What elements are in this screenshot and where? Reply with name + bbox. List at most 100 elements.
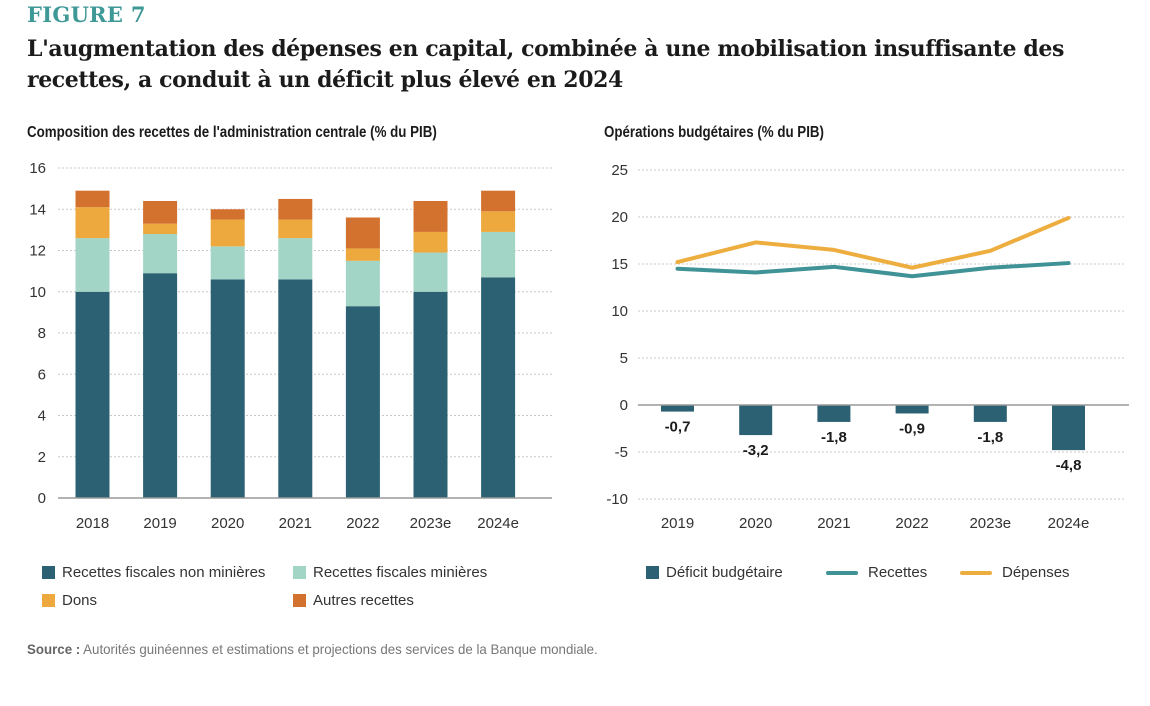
y-tick-label: 4 xyxy=(38,408,46,425)
x-tick-label: 2021 xyxy=(279,515,312,532)
bar-segment-non-mining xyxy=(413,291,448,498)
bar-segment-grants xyxy=(481,211,516,232)
legend-item-grants: Dons xyxy=(42,592,97,609)
left-chart-title: Composition des recettes de l'administra… xyxy=(27,124,437,141)
bar-segment-other xyxy=(143,201,178,224)
x-tick-label: 2018 xyxy=(76,515,109,532)
y-tick-label: 6 xyxy=(38,366,46,383)
x-tick-label: 2020 xyxy=(211,515,244,532)
figure-label: FIGURE 7 xyxy=(27,2,146,27)
bar-segment-non-mining xyxy=(345,306,380,498)
legend-label: Dons xyxy=(62,592,98,609)
bar-segment-other xyxy=(75,190,110,208)
deficit-bar xyxy=(973,405,1007,422)
bar-segment-grants xyxy=(210,219,245,247)
bar-segment-non-mining xyxy=(278,279,313,498)
y-tick-label: 16 xyxy=(29,160,46,177)
bar-segment-grants xyxy=(345,248,380,261)
y-tick-label: 10 xyxy=(29,284,46,301)
legend-swatch-deficit xyxy=(646,566,659,579)
y-tick-label: 12 xyxy=(29,243,46,260)
x-tick-label: 2023e xyxy=(410,515,452,532)
legend-label: Déficit budgétaire xyxy=(666,564,783,581)
deficit-bar xyxy=(739,405,773,436)
deficit-data-label: -0,9 xyxy=(899,420,925,437)
legend-item-other: Autres recettes xyxy=(293,592,414,609)
bar-segment-other xyxy=(210,209,245,220)
expenditure-line xyxy=(675,215,1071,270)
y-tick-label: -10 xyxy=(606,491,628,508)
y-tick-label: 0 xyxy=(38,490,46,507)
legend-item-mining: Recettes fiscales minières xyxy=(293,564,487,581)
x-tick-label: 2024e xyxy=(477,515,519,532)
bar-segment-grants xyxy=(278,219,313,239)
y-tick-label: 15 xyxy=(611,256,628,273)
x-tick-label: 2022 xyxy=(895,515,928,532)
legend-label: Dépenses xyxy=(1002,564,1070,581)
source-label: Source : xyxy=(27,641,81,657)
legend-line-expenditure xyxy=(960,570,992,575)
legend-item-non-mining: Recettes fiscales non minières xyxy=(42,564,265,581)
y-tick-label: 0 xyxy=(620,397,628,414)
figure-title: L'augmentation des dépenses en capital, … xyxy=(27,36,1064,93)
y-tick-label: 25 xyxy=(611,162,628,179)
deficit-data-label: -1,8 xyxy=(821,429,847,446)
deficit-data-label: -4,8 xyxy=(1056,457,1082,474)
legend-label: Recettes fiscales non minières xyxy=(62,564,266,581)
y-tick-label: -5 xyxy=(615,444,628,461)
deficit-bar xyxy=(1052,405,1085,451)
revenue-line xyxy=(675,261,1071,279)
y-tick-label: 5 xyxy=(620,350,628,367)
x-tick-label: 2020 xyxy=(739,515,772,532)
bar-segment-mining xyxy=(143,234,178,274)
legend-swatch-non-mining xyxy=(42,566,55,579)
x-tick-label: 2019 xyxy=(143,515,176,532)
source-note: Source : Autorités guinéennes et estimat… xyxy=(27,641,598,657)
y-tick-label: 2 xyxy=(38,449,46,466)
bar-segment-non-mining xyxy=(210,279,245,498)
deficit-data-label: -3,2 xyxy=(743,442,769,459)
bar-segment-mining xyxy=(481,231,516,278)
bar-segment-mining xyxy=(278,238,313,280)
deficit-data-label: -1,8 xyxy=(977,429,1003,446)
right-chart-title: Opérations budgétaires (% du PIB) xyxy=(604,124,824,141)
legend-label: Recettes xyxy=(868,564,928,581)
legend-swatch-mining xyxy=(293,566,306,579)
legend-label: Autres recettes xyxy=(313,592,414,609)
legend-item-deficit: Déficit budgétaire xyxy=(646,564,783,581)
bar-segment-mining xyxy=(345,260,380,307)
x-tick-label: 2024e xyxy=(1048,515,1090,532)
legend-line-revenue xyxy=(826,570,858,575)
legend-swatch-other xyxy=(293,594,306,607)
bar-segment-mining xyxy=(413,252,448,292)
revenue-composition-chart: 0 2 4 6 8 10 12 14 16 2018 2019 2020 2021 2022 2023e 20… xyxy=(29,160,552,532)
legend-item-revenue: Recettes xyxy=(826,564,927,581)
source-text: Autorités guinéennes et estimations et p… xyxy=(80,641,598,657)
bar-segment-non-mining xyxy=(143,273,178,498)
bar-segment-non-mining xyxy=(481,277,516,498)
deficit-bar xyxy=(895,405,929,414)
x-tick-label: 2019 xyxy=(661,515,694,532)
bar-segment-other xyxy=(345,217,380,249)
bar-segment-grants xyxy=(143,223,178,234)
bar-segment-mining xyxy=(210,246,245,280)
legend-label: Recettes fiscales minières xyxy=(313,564,488,581)
bar-segment-other xyxy=(481,190,516,212)
deficit-bar xyxy=(817,405,851,422)
bar-segment-non-mining xyxy=(75,291,110,498)
legend-swatch-grants xyxy=(42,594,55,607)
y-tick-label: 14 xyxy=(29,201,46,218)
y-tick-label: 10 xyxy=(611,303,628,320)
deficit-data-label: -0,7 xyxy=(665,419,691,436)
bar-segment-other xyxy=(413,201,448,232)
bar-segment-grants xyxy=(413,231,448,253)
deficit-bar xyxy=(661,405,694,412)
bar-segment-mining xyxy=(75,238,110,292)
legend-item-expenditure: Dépenses xyxy=(960,564,1070,581)
y-tick-label: 20 xyxy=(611,209,628,226)
bar-segment-other xyxy=(278,198,313,220)
bar-segment-grants xyxy=(75,207,110,239)
x-tick-label: 2022 xyxy=(346,515,379,532)
y-tick-label: 8 xyxy=(38,325,46,342)
x-tick-label: 2023e xyxy=(969,515,1011,532)
